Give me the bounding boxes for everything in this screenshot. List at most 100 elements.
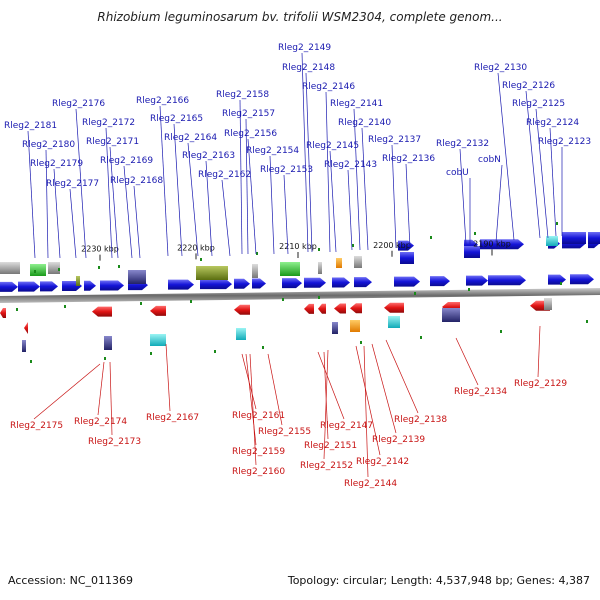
bottom-label-leader (267, 353, 283, 426)
reverse-gene-2 (150, 305, 166, 316)
top-gene-label: cobN (478, 155, 501, 165)
reverse-gene-left (24, 322, 28, 334)
top-label-leader (53, 168, 61, 259)
top-label-leader (305, 72, 313, 253)
gc-mark-21 (104, 357, 106, 360)
gc-mark-1 (58, 268, 60, 271)
bottom-gene-label: Rleg2_2134 (454, 387, 507, 397)
bottom-gene-label: Rleg2_2174 (74, 417, 127, 427)
bottom-gene-label: Rleg2_2151 (304, 441, 357, 451)
gc-mark-23 (214, 350, 216, 353)
top-gene-label: Rleg2_2145 (306, 141, 359, 151)
gc-mark-22 (150, 352, 152, 355)
feature-block-23 (442, 308, 460, 322)
gc-mark-12 (64, 305, 66, 308)
feature-block-2 (48, 262, 60, 274)
top-gene-label: Rleg2_2124 (526, 118, 579, 128)
top-label-leader (105, 127, 113, 259)
bottom-gene-label: Rleg2_2173 (88, 437, 141, 447)
gc-mark-2 (98, 266, 100, 269)
bottom-gene-label: Rleg2_2155 (258, 427, 311, 437)
top-gene-label: Rleg2_2148 (282, 63, 335, 73)
forward-gene-18 (488, 275, 526, 286)
gc-mark-5 (256, 252, 258, 255)
bottom-label-leader (537, 325, 541, 378)
forward-gene-7 (168, 279, 194, 290)
top-label-leader (301, 52, 309, 253)
bottom-label-leader (355, 345, 381, 456)
feature-block-19 (22, 340, 26, 352)
genome-map: 2230 kbp 2220 kbp 2210 kbp 2200 kbp 2190 kbp… (0, 43, 600, 489)
gc-mark-15 (282, 298, 284, 301)
gc-mark-27 (500, 330, 502, 333)
gc-mark-28 (586, 320, 588, 323)
top-label-leader (245, 118, 249, 255)
top-gene-label: Rleg2_2140 (338, 118, 391, 128)
feature-block-10 (354, 256, 362, 268)
gc-mark-7 (352, 244, 354, 247)
top-gene-label: Rleg2_2156 (224, 129, 277, 139)
forward-gene-17 (466, 275, 488, 286)
bottom-gene-label: Rleg2_2175 (10, 421, 63, 431)
top-label-leader (75, 108, 87, 259)
forward-gene-20 (570, 274, 594, 285)
bottom-label-leader (165, 343, 171, 412)
gc-mark-9 (474, 232, 476, 235)
feature-block-1 (30, 264, 46, 276)
forward-gene-outer-2 (480, 239, 524, 250)
feature-block-21 (350, 320, 360, 332)
top-label-leader (459, 148, 467, 245)
feature-block-24 (544, 298, 552, 310)
feature-block-14 (562, 232, 586, 244)
top-gene-label: Rleg2_2125 (512, 99, 565, 109)
top-label-leader (353, 108, 361, 251)
top-gene-label: Rleg2_2137 (368, 135, 421, 145)
accession-text: Accession: NC_011369 (8, 574, 134, 587)
bottom-gene-label: Rleg2_2152 (300, 461, 353, 471)
top-label-leader (69, 188, 77, 259)
forward-gene-2 (40, 281, 58, 292)
gc-mark-20 (30, 360, 32, 363)
top-label-leader (109, 146, 119, 259)
top-gene-label: cobU (446, 168, 469, 178)
top-gene-label: Rleg2_2141 (330, 99, 383, 109)
top-label-leader (495, 164, 503, 243)
gc-mark-19 (560, 282, 562, 285)
feature-block-12 (464, 246, 480, 258)
scale-tick-label: 2220 kbp (177, 243, 215, 252)
top-gene-label: Rleg2_2136 (382, 154, 435, 164)
feature-block-16 (150, 334, 166, 346)
feature-block-3 (76, 276, 80, 286)
scale-tick-label: 2190 kbp (473, 239, 511, 248)
bottom-label-leader (323, 349, 329, 460)
reverse-gene-7 (350, 303, 362, 314)
forward-gene-4 (84, 280, 96, 291)
top-label-leader (283, 174, 289, 255)
top-gene-label: Rleg2_2163 (182, 151, 235, 161)
gc-mark-17 (414, 292, 416, 295)
top-label-leader (173, 123, 183, 257)
top-gene-label: Rleg2_2165 (150, 114, 203, 124)
top-label-leader (535, 108, 549, 239)
gc-mark-25 (360, 341, 362, 344)
top-gene-label: Rleg2_2146 (302, 82, 355, 92)
bottom-label-leader (249, 353, 257, 466)
top-label-leader (497, 72, 515, 241)
top-label-leader (347, 169, 353, 251)
feature-block-8 (318, 262, 322, 274)
gc-mark-16 (318, 296, 320, 299)
gc-mark-4 (200, 258, 202, 261)
bottom-gene-label: Rleg2_2160 (232, 467, 285, 477)
bottom-gene-label: Rleg2_2144 (344, 479, 397, 489)
forward-gene-15 (394, 276, 420, 287)
gc-mark-18 (468, 288, 470, 291)
top-gene-label: Rleg2_2164 (164, 133, 217, 143)
bottom-gene-label: Rleg2_2147 (320, 421, 373, 431)
feature-block-0 (0, 262, 20, 274)
feature-block-13 (546, 236, 558, 246)
reverse-gene-0 (0, 307, 6, 318)
feature-block-22 (388, 316, 400, 328)
top-label-leader (329, 150, 337, 253)
bottom-gene-label: Rleg2_2161 (232, 411, 285, 421)
top-gene-label: Rleg2_2176 (52, 99, 105, 109)
